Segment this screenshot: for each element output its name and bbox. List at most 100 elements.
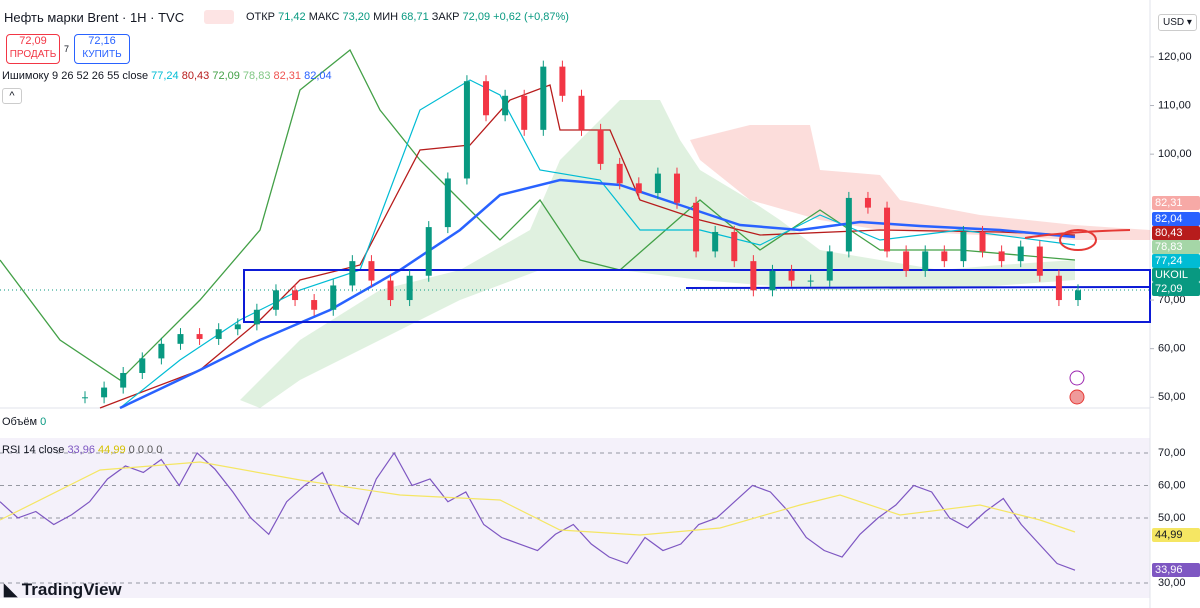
candle (960, 231, 967, 262)
brand-text: TradingView (21, 580, 122, 599)
candle (616, 163, 623, 184)
buy-label: КУПИТЬ (82, 49, 122, 60)
rsi-value: 0 (156, 444, 163, 456)
support-line (685, 286, 1151, 289)
rsi-tick-label: 70,00 (1158, 447, 1186, 459)
ichimoku-value: 80,43 (181, 70, 210, 82)
candle (922, 251, 929, 271)
candle (272, 290, 279, 310)
price-label-bg (1152, 212, 1200, 226)
candle (788, 270, 795, 281)
ichimoku-value: 78,83 (242, 70, 271, 82)
candle (712, 231, 719, 252)
price-label-bg (1152, 268, 1200, 282)
volume-legend: Объём 0 (2, 416, 46, 428)
candle (215, 329, 222, 339)
candle (654, 173, 661, 194)
rsi-label-bg (1152, 528, 1200, 542)
y-tick-label: 50,00 (1158, 391, 1186, 403)
range-box (243, 269, 1151, 323)
volume-name: Объём (2, 416, 38, 428)
candle (82, 397, 88, 399)
rsi-value: 0 (147, 444, 154, 456)
candle (979, 231, 986, 252)
candle (253, 309, 260, 325)
ohlc-label: ОТКР (246, 11, 276, 23)
price-label: UKOIL (1155, 269, 1188, 281)
rsi-legend: RSI 14 close 33,96 44,99 0 0 0 0 (2, 444, 162, 456)
ichimoku-value: 82,04 (304, 70, 332, 82)
currency[interactable]: USD ▾ (1158, 14, 1197, 31)
candle (521, 95, 528, 130)
candle (578, 95, 585, 130)
buy-button[interactable]: 72,16 КУПИТЬ (74, 34, 130, 64)
price-label: 80,43 (1155, 227, 1183, 239)
y-tick-label: 110,00 (1158, 99, 1191, 111)
candle (368, 261, 375, 281)
y-tick-label: 120,00 (1158, 51, 1192, 63)
candle (158, 343, 165, 359)
rsi-band (0, 438, 1150, 598)
rsi-name: RSI 14 close (2, 444, 65, 456)
rsi-line (0, 451, 1076, 571)
candle (673, 173, 680, 203)
symbol-title: Нефть марки Brent · 1Н · TVC (4, 10, 185, 25)
currency-text: USD (1163, 17, 1185, 28)
compare-icon (204, 10, 234, 24)
y-tick-label: 70,00 (1158, 294, 1186, 306)
candle (120, 372, 127, 388)
price-label-bg (1152, 282, 1200, 296)
y-tick-label: 60,00 (1158, 343, 1186, 355)
candle (101, 387, 108, 398)
candle (635, 183, 642, 194)
ohlc: ОТКР 71,42 МАКС 73,20 МИН 68,71 ЗАКР 72,… (246, 11, 569, 23)
y-tick-label: 100,00 (1158, 148, 1192, 160)
kumo-green (240, 100, 1075, 408)
price-label-bg (1152, 196, 1200, 210)
price-label-bg (1152, 226, 1200, 240)
candle (693, 202, 700, 252)
candle (941, 251, 948, 262)
event-icon (1069, 370, 1085, 386)
rsi-ma (0, 461, 1076, 536)
buy-price: 72,16 (88, 35, 116, 47)
sell-button[interactable]: 72,09 ПРОДАТЬ (6, 34, 60, 64)
rsi-tick-label: 30,00 (1158, 577, 1186, 589)
ohlc-value: 72,09 (462, 11, 491, 23)
candle (311, 300, 318, 310)
ichimoku-legend: Ишимоку 9 26 52 26 55 close 77,24 80,43 … (2, 70, 332, 82)
candle (330, 285, 337, 310)
candle (731, 231, 738, 262)
change: +0,62 (+0,87%) (493, 11, 569, 23)
collapse-button[interactable]: ^ (2, 88, 22, 104)
hand-drawing (1024, 229, 1131, 251)
price-label: 77,24 (1155, 255, 1183, 267)
rsi-label: 44,99 (1155, 529, 1183, 541)
sell-price: 72,09 (19, 35, 47, 47)
candle (1075, 290, 1081, 301)
rsi-value: 0 (137, 444, 144, 456)
rsi-value: 44,99 (98, 444, 126, 456)
rsi-label: 33,96 (1155, 564, 1183, 576)
ohlc-label: МАКС (308, 11, 340, 23)
ohlc-value: 73,20 (342, 11, 371, 23)
rsi-tick-label: 60,00 (1158, 479, 1186, 491)
rsi-tick-label: 50,00 (1158, 512, 1186, 524)
candle (292, 290, 299, 301)
candle (444, 178, 451, 228)
candle (998, 251, 1005, 262)
ichimoku-value: 82,31 (273, 70, 302, 82)
candle (597, 129, 604, 164)
candle (750, 261, 757, 291)
candle (502, 95, 509, 116)
price-label: 82,04 (1155, 213, 1183, 225)
lagging-span (0, 48, 1076, 381)
ohlc-value: 71,42 (278, 11, 306, 23)
candle (1036, 246, 1043, 276)
candle (540, 66, 547, 130)
indicator-name: Ишимоку 9 26 52 26 55 close (2, 70, 149, 82)
ohlc-label: МИН (373, 11, 399, 23)
price-label: 78,83 (1155, 241, 1183, 253)
